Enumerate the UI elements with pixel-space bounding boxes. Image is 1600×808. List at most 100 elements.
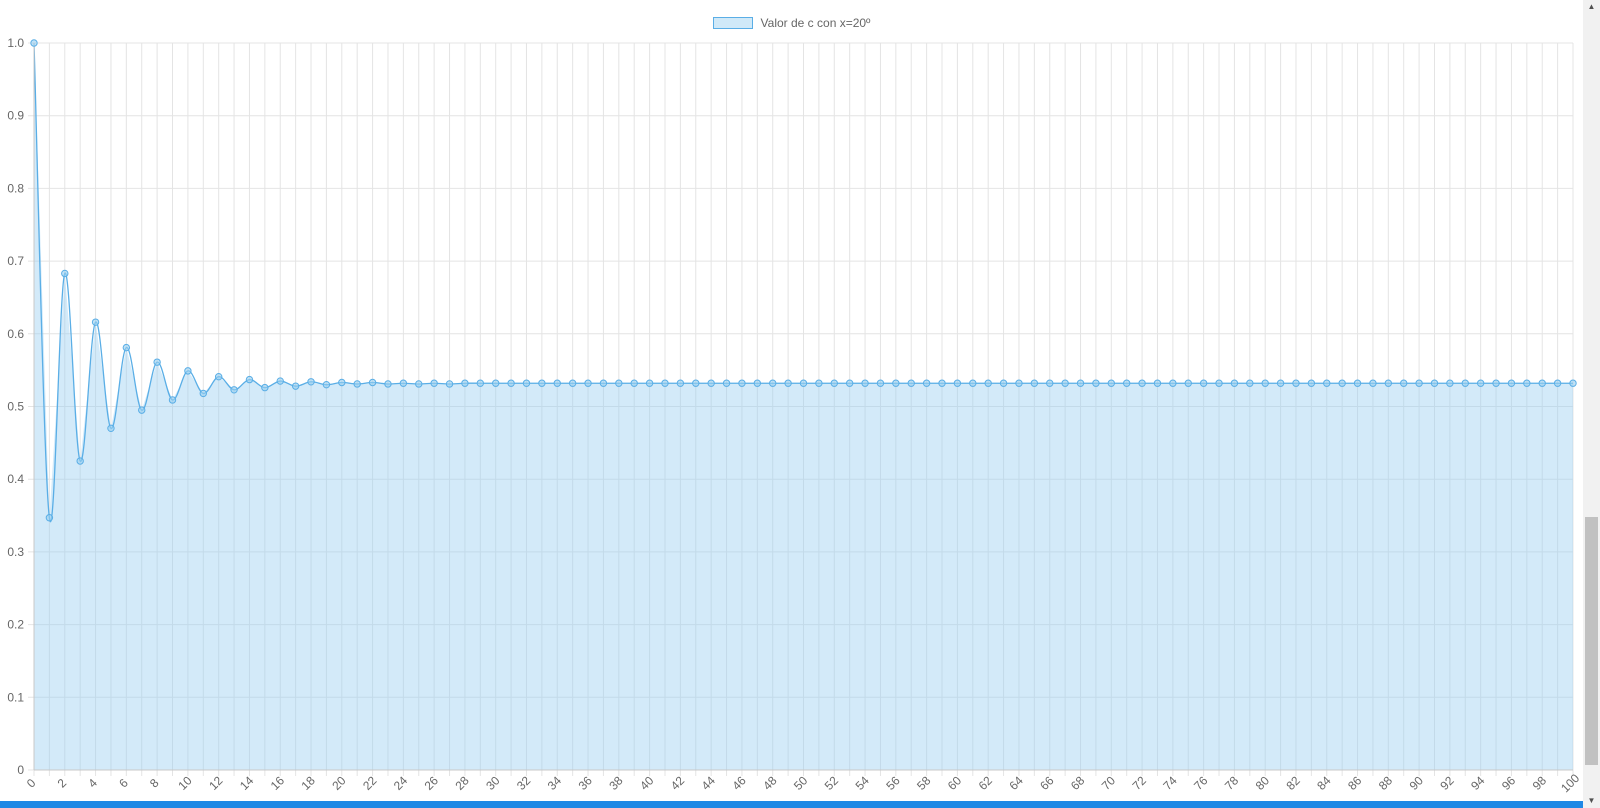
data-point xyxy=(1015,379,1023,387)
data-point xyxy=(1046,379,1054,387)
data-point xyxy=(353,380,361,388)
chart-legend[interactable]: Valor de c con x=20º xyxy=(0,16,1583,30)
data-point xyxy=(799,379,808,387)
data-point xyxy=(384,380,392,388)
x-tick-label: 96 xyxy=(1499,773,1519,793)
y-tick-label: 0.6 xyxy=(7,327,24,341)
data-point xyxy=(1030,379,1039,387)
data-point xyxy=(1369,379,1377,387)
x-tick-label: 36 xyxy=(576,773,596,793)
data-point xyxy=(1261,379,1269,387)
data-point xyxy=(1523,379,1531,387)
y-tick-label: 0.2 xyxy=(7,618,24,632)
x-tick-label: 82 xyxy=(1283,773,1303,793)
data-point xyxy=(1446,379,1454,387)
data-point xyxy=(122,343,131,352)
x-tick-label: 72 xyxy=(1130,773,1150,793)
y-tick-label: 0.9 xyxy=(7,109,24,123)
data-point xyxy=(522,379,531,387)
data-point xyxy=(907,379,915,387)
data-point xyxy=(1184,379,1192,387)
x-tick-label: 16 xyxy=(268,773,288,793)
vertical-scrollbar[interactable]: ▲ ▼ xyxy=(1583,0,1600,808)
x-tick-label: 4 xyxy=(85,776,100,791)
x-tick-label: 52 xyxy=(822,773,842,793)
data-point xyxy=(1338,379,1346,387)
data-point xyxy=(107,424,115,433)
scroll-down-icon[interactable]: ▼ xyxy=(1587,796,1596,805)
data-point xyxy=(784,379,792,387)
x-tick-label: 78 xyxy=(1222,773,1242,793)
data-point xyxy=(1538,379,1546,387)
data-point xyxy=(1430,379,1439,387)
legend-label[interactable]: Valor de c con x=20º xyxy=(760,16,871,30)
data-point xyxy=(584,379,592,387)
data-point xyxy=(168,396,177,404)
x-tick-label: 12 xyxy=(206,773,226,793)
data-point xyxy=(214,372,223,381)
data-point xyxy=(184,367,192,375)
y-tick-label: 0.4 xyxy=(7,472,24,486)
data-point xyxy=(1230,379,1239,387)
data-point xyxy=(507,379,515,387)
data-point xyxy=(1153,379,1162,387)
data-point xyxy=(1553,379,1562,387)
data-point xyxy=(430,379,438,387)
data-point xyxy=(322,380,331,389)
y-tick-label: 0.1 xyxy=(7,690,24,704)
x-tick-label: 92 xyxy=(1437,773,1457,793)
data-point xyxy=(245,375,254,384)
data-point xyxy=(1307,379,1316,387)
x-tick-label: 26 xyxy=(422,773,442,793)
data-point xyxy=(1400,379,1408,387)
bottom-bar xyxy=(0,801,1583,808)
data-point xyxy=(1122,379,1131,387)
x-tick-label: 2 xyxy=(55,776,70,791)
data-point xyxy=(261,383,269,392)
data-point xyxy=(1107,379,1116,387)
data-point xyxy=(999,379,1008,387)
data-point xyxy=(876,379,885,387)
data-point xyxy=(1415,379,1423,387)
data-point xyxy=(845,379,854,387)
data-point xyxy=(61,269,69,278)
x-tick-label: 22 xyxy=(360,773,380,793)
data-point xyxy=(953,379,962,387)
scroll-up-icon[interactable]: ▲ xyxy=(1587,2,1596,11)
y-tick-label: 1.0 xyxy=(7,36,24,50)
x-tick-label: 62 xyxy=(976,773,996,793)
x-tick-label: 34 xyxy=(545,773,565,793)
x-tick-label: 20 xyxy=(329,773,349,793)
y-tick-label: 0.7 xyxy=(7,254,24,268)
data-point xyxy=(461,379,469,387)
data-point xyxy=(30,39,38,47)
data-point xyxy=(1092,379,1100,387)
x-tick-label: 44 xyxy=(699,773,719,793)
data-point xyxy=(1215,379,1223,387)
scroll-thumb[interactable] xyxy=(1585,517,1598,765)
data-point xyxy=(1384,379,1393,387)
data-point xyxy=(1323,379,1331,387)
x-tick-label: 18 xyxy=(299,773,319,793)
data-point xyxy=(707,379,715,387)
data-point xyxy=(1061,379,1069,387)
data-point xyxy=(1246,379,1254,387)
data-point xyxy=(399,379,408,387)
data-point xyxy=(969,379,977,387)
data-point xyxy=(276,377,284,385)
x-tick-label: 84 xyxy=(1314,773,1334,793)
data-point xyxy=(1199,379,1208,387)
legend-swatch[interactable] xyxy=(712,17,753,29)
data-point xyxy=(91,318,100,326)
x-tick-label: 10 xyxy=(175,773,195,793)
x-tick-label: 24 xyxy=(391,773,411,793)
data-point xyxy=(45,514,54,522)
x-tick-label: 50 xyxy=(791,773,811,793)
data-point xyxy=(476,379,485,387)
data-point xyxy=(1138,379,1146,387)
data-point xyxy=(738,379,746,387)
y-tick-label: 0 xyxy=(17,763,24,777)
data-point xyxy=(722,379,731,387)
data-point xyxy=(599,379,608,387)
